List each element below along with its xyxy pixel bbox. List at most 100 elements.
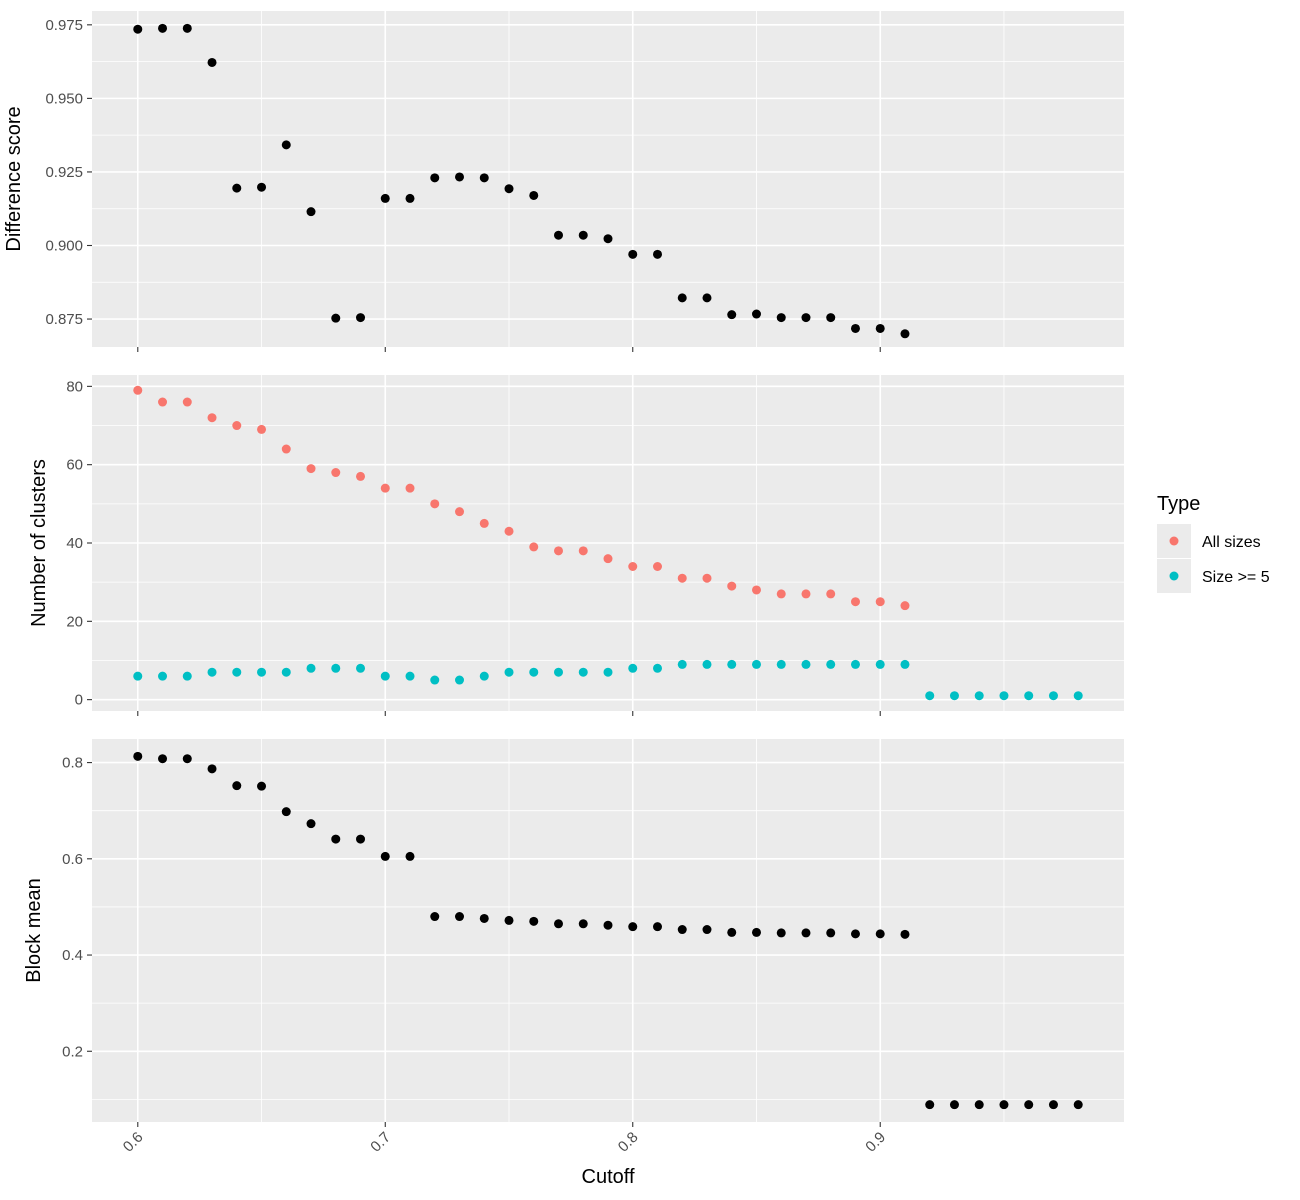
data-point [455, 675, 465, 685]
data-point [578, 919, 588, 929]
data-point [751, 309, 761, 319]
legend-dot-size-ge-5 [1169, 571, 1179, 581]
data-point [232, 667, 242, 677]
data-point [801, 659, 811, 669]
panels-layer: 0.875 0.900 0.925 0.950 0.975 Difference scor… [3, 11, 1124, 1127]
data-point [875, 929, 885, 939]
data-point [158, 671, 168, 681]
data-point [727, 659, 737, 669]
data-point [875, 597, 885, 607]
series-size-5 [133, 659, 1083, 701]
data-point [751, 927, 761, 937]
data-point [455, 172, 465, 182]
y-tick-label: 0.4 [62, 947, 83, 964]
y-axis-title: Block mean [23, 878, 45, 983]
data-point [702, 659, 712, 669]
data-point [405, 671, 415, 681]
data-point [653, 922, 662, 932]
x-tick-label: 0.7 [367, 1129, 394, 1156]
series-values [133, 751, 1083, 1110]
data-point [900, 659, 910, 669]
panel-background [92, 11, 1124, 347]
data-point [850, 597, 860, 607]
data-point [430, 499, 440, 509]
data-point [702, 293, 712, 303]
data-point [628, 922, 638, 932]
data-point [801, 589, 811, 599]
data-point [628, 249, 638, 259]
data-point [1048, 1100, 1058, 1110]
legend-label-all-sizes: All sizes [1202, 534, 1261, 551]
data-point [257, 182, 267, 192]
data-point [850, 929, 860, 939]
data-point [281, 807, 291, 817]
data-point [900, 929, 910, 939]
data-point [380, 193, 390, 203]
data-point [801, 313, 811, 323]
data-point [331, 663, 341, 673]
data-point [578, 230, 588, 240]
data-point [850, 323, 860, 333]
data-point [356, 834, 366, 844]
y-tick-label: 60 [66, 457, 83, 474]
data-point [479, 173, 489, 183]
data-point [1073, 1100, 1083, 1110]
data-point [306, 819, 316, 829]
data-point [207, 764, 217, 774]
data-point [603, 554, 613, 564]
legend-item-all-sizes: All sizes [1157, 524, 1261, 558]
data-point [677, 659, 687, 669]
data-point [133, 671, 143, 681]
data-point [182, 23, 192, 33]
legend-title: Type [1157, 493, 1200, 515]
data-point [182, 671, 192, 681]
data-point [1024, 1100, 1034, 1110]
data-point [999, 1100, 1009, 1110]
data-point [603, 234, 613, 244]
y-tick-label: 0.6 [62, 851, 83, 868]
data-point [603, 920, 613, 930]
data-point [727, 581, 737, 591]
data-point [776, 928, 786, 938]
data-point [306, 207, 316, 217]
data-point [949, 1100, 959, 1110]
data-point [826, 313, 836, 323]
data-point [232, 781, 242, 791]
data-point [257, 781, 267, 791]
data-point [999, 691, 1009, 701]
series-all-sizes [133, 385, 910, 611]
data-point [702, 573, 712, 583]
data-point [380, 671, 390, 681]
data-point [1024, 691, 1034, 701]
data-point [702, 925, 712, 935]
data-point [554, 546, 563, 556]
data-point [380, 483, 390, 493]
x-axis: 0.6 0.7 0.8 0.9 [120, 1129, 889, 1156]
legend-dot-all-sizes [1169, 536, 1179, 546]
data-point [801, 928, 811, 938]
y-tick-label: 20 [66, 613, 83, 630]
data-point [653, 663, 662, 673]
data-point [826, 589, 836, 599]
data-point [257, 424, 267, 434]
data-point [875, 323, 885, 333]
data-point [356, 313, 366, 323]
y-tick-label: 40 [66, 535, 83, 552]
data-point [529, 190, 539, 200]
data-point [925, 691, 935, 701]
data-point [875, 659, 885, 669]
data-point [776, 589, 786, 599]
data-point [158, 397, 168, 407]
y-tick-label: 0.900 [45, 237, 83, 254]
data-point [331, 834, 341, 844]
legend-label-size-ge-5: Size >= 5 [1202, 569, 1270, 586]
data-point [182, 754, 192, 764]
panel-plot-area [92, 739, 1124, 1122]
x-tick-label: 0.6 [120, 1129, 147, 1156]
data-point [603, 667, 613, 677]
y-tick-label: 80 [66, 378, 83, 395]
data-point [306, 464, 316, 474]
data-point [479, 671, 489, 681]
data-point [430, 173, 440, 183]
